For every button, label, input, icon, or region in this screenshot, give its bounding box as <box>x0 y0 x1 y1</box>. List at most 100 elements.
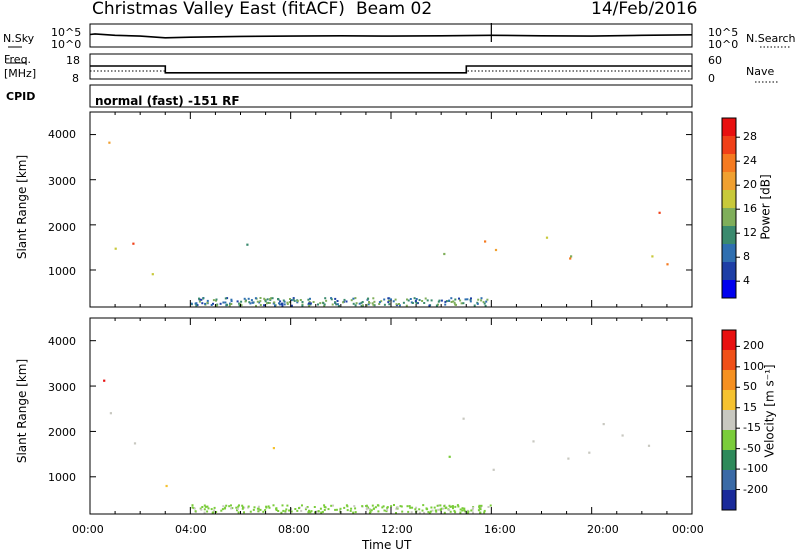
power-panel-ground-mark <box>266 298 269 301</box>
velocity-panel-ground-mark <box>238 504 240 507</box>
velocity-panel-ground-mark <box>213 509 216 512</box>
velocity-panel-ground-mark <box>483 509 486 512</box>
velocity-panel-ground-mark <box>253 506 256 509</box>
velocity-panel-ground-mark <box>470 509 473 512</box>
power-panel-ground-mark <box>267 301 270 304</box>
velocity-panel-ground-mark <box>272 504 275 507</box>
velocity-panel-ground-mark <box>330 504 333 507</box>
power-panel-ground-mark <box>424 297 427 300</box>
vel-ytick-3000: 3000 <box>48 381 76 394</box>
velocity-panel-ground-mark <box>247 505 250 508</box>
velocity-panel-cell <box>109 412 112 415</box>
velocity-panel-ground-mark <box>230 504 232 507</box>
velocity-colorbar-swatch <box>722 370 736 391</box>
power-panel-ground-mark <box>258 301 261 304</box>
velocity-panel-ground-mark <box>349 509 352 512</box>
velocity-colorbar-tick-label: 200 <box>743 339 764 353</box>
velocity-panel-ground-mark <box>369 511 372 513</box>
power-panel-ground-mark <box>421 300 424 302</box>
freq-tick-top: 18 <box>66 54 80 67</box>
velocity-panel-ground-mark <box>241 504 244 507</box>
power-panel-ground-mark <box>411 302 414 304</box>
power-panel-ground-mark <box>307 298 310 301</box>
power-panel-cell <box>666 263 669 266</box>
beam-title: Beam 02 <box>356 0 433 19</box>
power-panel-ground-mark <box>335 303 338 306</box>
power-panel-ground-mark <box>365 304 368 307</box>
velocity-panel-ground-mark <box>452 507 454 510</box>
power-panel-ground-mark <box>251 301 254 304</box>
power-panel-ground-mark <box>277 298 280 301</box>
power-panel-ground-mark <box>224 301 227 304</box>
velocity-panel-ground-mark <box>247 506 250 509</box>
velocity-panel-ground-mark <box>372 507 375 510</box>
velocity-panel-cell <box>272 447 275 450</box>
power-panel-ground-mark <box>352 297 355 300</box>
power-panel-ground-mark <box>322 302 325 305</box>
velocity-panel-ground-mark <box>308 510 310 513</box>
velocity-panel-ground-mark <box>411 506 414 509</box>
power-panel-ground-mark <box>283 303 286 306</box>
power-panel-cell <box>484 240 487 243</box>
velocity-panel-cell <box>133 442 137 445</box>
velocity-panel-ground-mark <box>243 511 245 514</box>
power-panel-ground-mark <box>334 297 337 300</box>
power-panel-ground-mark <box>378 301 381 304</box>
power-panel-ground-mark <box>259 297 262 299</box>
power-panel-ground-mark <box>225 303 228 306</box>
velocity-panel-ground-mark <box>434 509 437 512</box>
freq-label-1: Freq. <box>4 53 32 66</box>
power-panel-cell <box>545 236 549 239</box>
power-panel-ground-mark <box>406 298 408 301</box>
power-panel-cell <box>132 242 135 245</box>
velocity-panel-ground-mark <box>385 510 388 513</box>
velocity-panel-ground-mark <box>225 504 228 507</box>
velocity-panel-ground-mark <box>237 505 240 508</box>
power-panel-ground-mark <box>281 304 284 307</box>
velocity-panel-ground-mark <box>386 506 389 509</box>
velocity-panel-ground-mark <box>478 504 481 507</box>
velocity-panel-ground-mark <box>203 511 206 514</box>
velocity-colorbar-swatch <box>722 330 736 351</box>
power-panel-ground-mark <box>410 301 413 304</box>
power-panel-ground-mark <box>244 300 247 303</box>
power-panel-ground-mark <box>247 297 250 300</box>
velocity-panel-ground-mark <box>466 511 469 514</box>
velocity-panel-cell <box>588 451 591 454</box>
power-panel-ground-mark <box>288 301 291 304</box>
power-panel-ground-mark <box>230 300 233 303</box>
velocity-panel-ground-mark <box>472 511 474 514</box>
power-panel-ground-mark <box>240 304 243 307</box>
power-panel-ground-mark <box>240 300 243 303</box>
power-panel-ground-mark <box>437 303 439 306</box>
power-panel-ground-mark <box>445 300 448 303</box>
xtick-5: 20:00 <box>587 523 619 536</box>
velocity-panel-ground-mark <box>459 511 462 514</box>
velocity-panel-ground-mark <box>343 506 346 509</box>
velocity-panel-ground-mark <box>211 511 214 514</box>
power-panel-ground-mark <box>330 298 333 301</box>
velocity-panel-ground-mark <box>267 505 270 508</box>
power-panel-ground-mark <box>462 302 465 305</box>
vel-ylabel: Slant Range [km] <box>15 358 30 464</box>
power-panel-ground-mark <box>469 300 472 303</box>
power-colorbar-swatch <box>722 118 736 137</box>
power-panel-ground-mark <box>238 302 241 305</box>
power-panel-ground-mark <box>198 297 200 300</box>
velocity-panel-ground-mark <box>472 506 474 509</box>
xtick-6: 00:00 <box>672 523 704 536</box>
velocity-panel-ground-mark <box>314 511 316 514</box>
nsky-label: N.Sky <box>3 32 35 45</box>
xtick-3: 12:00 <box>381 523 413 536</box>
power-panel-region-2 <box>151 273 154 276</box>
power-panel-ground-mark <box>190 302 193 305</box>
power-panel-ground-mark <box>319 302 322 305</box>
power-panel-ground-mark <box>286 303 289 305</box>
velocity-panel-region-5 <box>448 455 451 458</box>
power-panel-ground-mark <box>418 299 421 301</box>
velocity-panel-ground-mark <box>294 508 297 510</box>
velocity-panel-ground-mark <box>265 505 268 508</box>
power-colorbar-swatch <box>722 208 736 227</box>
power-panel-ground-mark <box>460 302 463 305</box>
power-panel-ground-mark <box>394 298 397 301</box>
